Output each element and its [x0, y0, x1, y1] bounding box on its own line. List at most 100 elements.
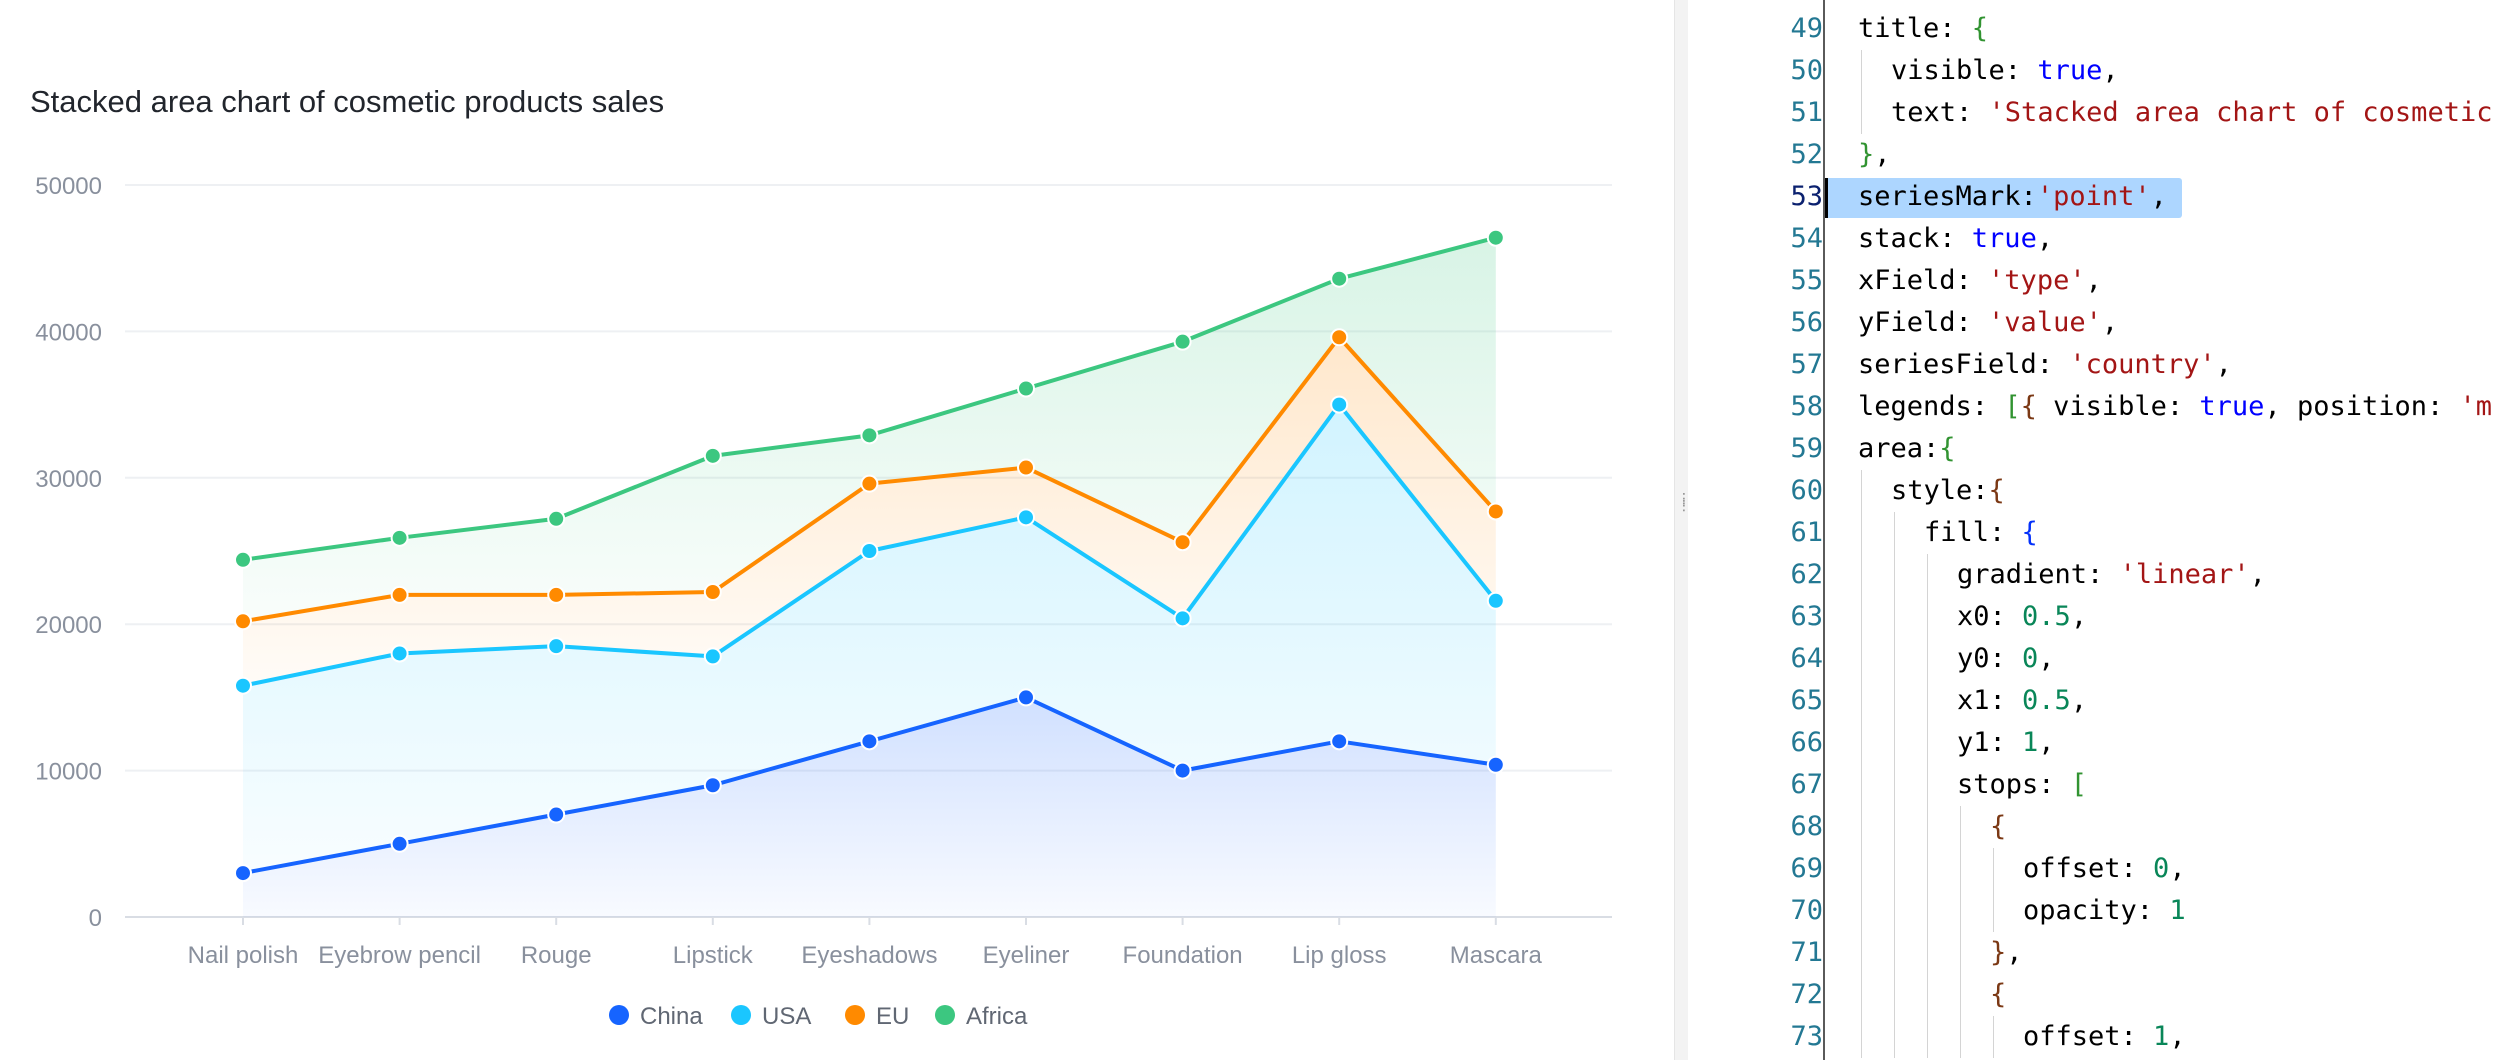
- code-line[interactable]: title: {: [1858, 8, 1988, 50]
- area-china: [243, 697, 1496, 917]
- code-line[interactable]: stack: true,: [1858, 218, 2053, 260]
- line-number: 66: [1790, 727, 1823, 758]
- point-usa: [1486, 591, 1505, 610]
- line-number: 67: [1790, 769, 1823, 800]
- code-token: true: [2037, 55, 2103, 86]
- legend-item-usa[interactable]: USA: [731, 1003, 811, 1030]
- point-usa: [390, 644, 409, 663]
- code-token: {: [1990, 811, 2007, 842]
- line-number: 58: [1790, 391, 1823, 422]
- line-number: 69: [1790, 853, 1823, 884]
- line-number: 52: [1790, 139, 1823, 170]
- legend-label: EU: [876, 1003, 909, 1030]
- code-line[interactable]: },: [1990, 932, 2023, 974]
- code-token: 0: [2153, 853, 2170, 884]
- text-cursor: [1825, 178, 1828, 218]
- indent-guide: [1960, 932, 1961, 974]
- legend-marker: [935, 1005, 955, 1025]
- legend-marker: [731, 1005, 751, 1025]
- point-china: [703, 776, 722, 795]
- code-line[interactable]: fill: {: [1924, 512, 2038, 554]
- code-token: yField:: [1858, 307, 1989, 338]
- y-tick-label: 30000: [35, 466, 102, 493]
- code-line[interactable]: {: [1990, 806, 2006, 848]
- code-line[interactable]: xField: 'type',: [1858, 260, 2102, 302]
- code-line[interactable]: offset: 0,: [2023, 848, 2186, 890]
- indent-guide: [1861, 680, 1862, 722]
- indent-guide: [1927, 680, 1928, 722]
- code-line[interactable]: opacity: 1: [2023, 890, 2186, 932]
- code-token: 1: [2169, 895, 2186, 926]
- code-line[interactable]: y1: 1,: [1957, 722, 2055, 764]
- code-line[interactable]: seriesField: 'country',: [1858, 344, 2232, 386]
- code-token: offset:: [2023, 853, 2154, 884]
- code-line[interactable]: {: [1990, 974, 2006, 1016]
- indent-guide: [1894, 1016, 1895, 1058]
- point-china: [1017, 688, 1035, 707]
- point-china: [1330, 732, 1349, 751]
- code-token: , position:: [2264, 391, 2460, 422]
- code-token: ,: [2038, 727, 2055, 758]
- code-token: x1:: [1957, 685, 2023, 716]
- code-line[interactable]: text: 'Stacked area chart of cosmetic: [1891, 92, 2492, 134]
- code-token: text:: [1891, 97, 1989, 128]
- code-token: ,: [2070, 601, 2088, 632]
- point-eu: [860, 474, 879, 493]
- code-line[interactable]: area:{: [1858, 428, 1956, 470]
- point-africa: [1017, 379, 1035, 398]
- code-line[interactable]: y0: 0,: [1957, 638, 2055, 680]
- line-number: 50: [1790, 55, 1823, 86]
- indent-guide: [1960, 848, 1961, 890]
- point-eu: [1017, 458, 1035, 477]
- line-number: 70: [1790, 895, 1823, 926]
- code-line[interactable]: },: [1858, 134, 1891, 176]
- point-china: [1173, 761, 1192, 780]
- code-line[interactable]: stops: [: [1957, 764, 2087, 806]
- code-line[interactable]: offset: 1,: [2023, 1016, 2186, 1058]
- code-line[interactable]: x1: 0.5,: [1957, 680, 2087, 722]
- code-token: stack:: [1858, 223, 1972, 254]
- point-usa: [860, 542, 879, 560]
- code-token: ,: [2036, 223, 2054, 254]
- point-africa: [1330, 269, 1349, 288]
- indent-guide: [1861, 596, 1862, 638]
- indent-guide: [1927, 848, 1928, 890]
- code-editor[interactable]: 49 50 51 52 53 54 55 56 57 58 59 60 61 62 63 64 65 66 67 68…: [1688, 0, 2506, 1060]
- point-usa: [234, 676, 252, 695]
- line-number: 61: [1790, 517, 1823, 548]
- point-eu: [1330, 328, 1349, 347]
- pane-splitter[interactable]: ⋮ ⋮: [1674, 0, 1691, 1060]
- indent-guide: [1993, 890, 1994, 932]
- line-number: 72: [1790, 979, 1823, 1010]
- line-number-gutter: 49 50 51 52 53 54 55 56 57 58 59 60 61 62 63 64 65 66 67 68…: [1688, 0, 1823, 1060]
- point-china: [390, 834, 409, 853]
- point-eu: [547, 585, 566, 604]
- y-tick-label: 0: [89, 905, 102, 932]
- legend-marker: [609, 1005, 629, 1025]
- legend-item-africa[interactable]: Africa: [935, 1003, 1028, 1030]
- code-line[interactable]: gradient: 'linear',: [1957, 554, 2266, 596]
- x-tick-label: Nail polish: [188, 942, 299, 969]
- point-eu: [234, 612, 252, 631]
- line-number: 55: [1790, 265, 1823, 296]
- legend-item-china[interactable]: China: [609, 1003, 703, 1030]
- indent-guide: [1861, 806, 1862, 848]
- indent-guide: [1894, 638, 1895, 680]
- y-tick-label: 10000: [35, 759, 102, 786]
- indent-guide: [1894, 974, 1895, 1016]
- legend-marker: [845, 1005, 865, 1025]
- line-number: 57: [1790, 349, 1823, 380]
- code-line[interactable]: legends: [{ visible: true, position: 'm: [1858, 386, 2492, 428]
- code-token: style:: [1891, 475, 1989, 506]
- code-area[interactable]: title: {visible: true, text: 'Stacked are…: [1825, 0, 2506, 1060]
- code-token: ,: [2038, 643, 2055, 674]
- code-line[interactable]: visible: true,: [1891, 50, 2119, 92]
- text-selection: [1825, 178, 2182, 218]
- code-line[interactable]: x0: 0.5,: [1957, 596, 2087, 638]
- code-line[interactable]: seriesMark:'point',: [1858, 176, 2167, 218]
- grip-dots-icon[interactable]: ⋮ ⋮: [1677, 491, 1691, 514]
- code-line[interactable]: yField: 'value',: [1858, 302, 2118, 344]
- gutter-divider: [1823, 0, 1825, 1060]
- code-line[interactable]: style:{: [1891, 470, 2005, 512]
- legend-item-eu[interactable]: EU: [845, 1003, 909, 1030]
